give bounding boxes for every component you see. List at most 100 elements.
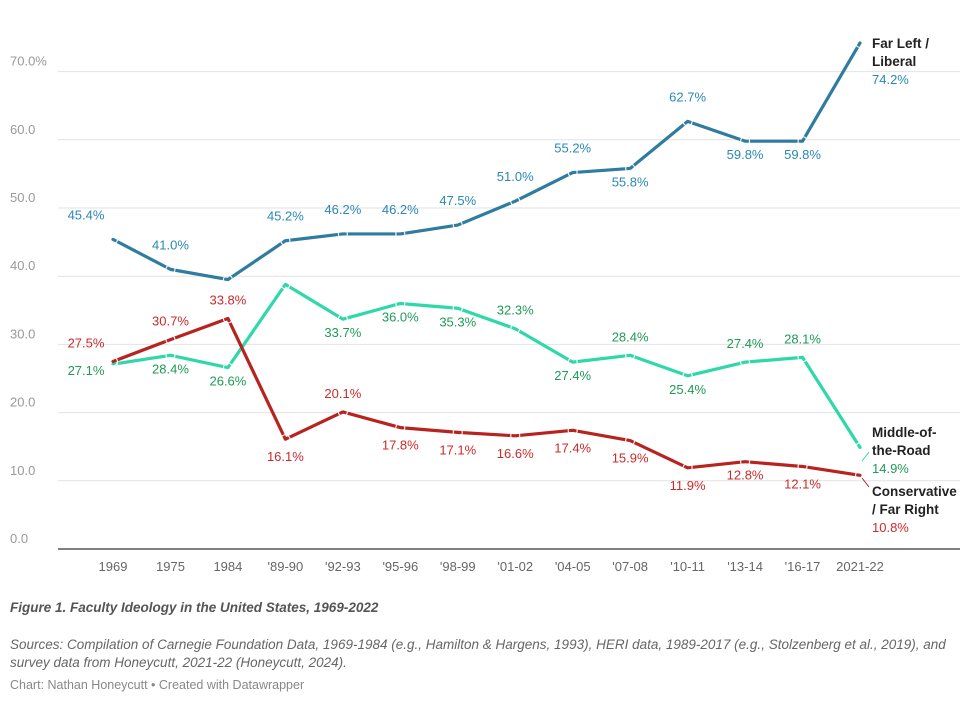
data-point (739, 136, 751, 147)
line-chart: 0.0 10.0 20.0 30.0 40.0 50.0 60.0 70.0% 1969 1975… (10, 36, 960, 574)
data-point (222, 362, 234, 373)
data-point (739, 456, 751, 467)
y-tick-label: 60.0 (10, 122, 35, 137)
data-label: 27.5% (68, 335, 105, 350)
series-end-value: 14.9% (872, 461, 909, 476)
data-point (510, 430, 521, 441)
data-point (682, 116, 693, 127)
series-name-label: / Far Right (872, 502, 939, 517)
y-tick-label: 40.0 (10, 258, 35, 273)
data-point (165, 264, 176, 275)
y-tick-label: 50.0 (10, 190, 35, 205)
series-name-label: Conservative (872, 484, 957, 499)
x-tick-label: '98-99 (440, 559, 476, 574)
label-connector (861, 477, 870, 488)
data-point (682, 462, 693, 473)
y-tick-label: 0.0 (10, 531, 28, 546)
data-label: 30.7% (152, 314, 189, 329)
data-label: 41.0% (152, 237, 189, 252)
series-name-label: Middle-of- (872, 425, 936, 440)
data-label: 33.7% (324, 325, 361, 340)
chart-title: Figure 1. Faculty Ideology in the United… (10, 600, 379, 615)
data-point (337, 406, 348, 418)
data-label: 16.6% (497, 446, 534, 461)
data-label: 17.4% (554, 440, 591, 455)
data-point (395, 298, 406, 309)
y-tick-label: 10.0 (10, 463, 35, 478)
data-point (797, 136, 808, 147)
data-label: 59.8% (784, 147, 821, 162)
data-point (452, 427, 463, 438)
x-tick-label: 1969 (99, 559, 128, 574)
data-label: 17.1% (439, 442, 476, 457)
data-point (452, 219, 463, 231)
data-point (222, 313, 234, 324)
data-point (280, 434, 291, 445)
data-label: 20.1% (324, 386, 361, 401)
x-tick-label: '07-08 (612, 559, 648, 574)
data-point (107, 356, 119, 367)
data-label: 11.9% (670, 478, 706, 493)
data-point (797, 352, 808, 363)
x-tick-label: '01-02 (497, 559, 533, 574)
x-tick-label: '16-17 (785, 559, 821, 574)
data-point (854, 470, 866, 481)
data-point (854, 442, 866, 453)
x-tick-label: '95-96 (382, 559, 418, 574)
data-label: 45.2% (267, 209, 304, 224)
series-line-far-left-liberal (111, 41, 862, 282)
series-end-value: 10.8% (872, 520, 909, 535)
data-label: 55.8% (612, 174, 649, 189)
x-tick-label: '89-90 (268, 559, 304, 574)
data-point (107, 234, 119, 245)
data-point (510, 323, 521, 334)
data-point (165, 350, 176, 361)
data-label: 27.1% (68, 363, 105, 378)
data-label: 46.2% (382, 202, 419, 217)
data-label: 47.5% (439, 193, 476, 208)
data-label: 33.8% (209, 292, 246, 307)
data-label: 35.3% (439, 314, 476, 329)
data-label: 27.4% (727, 336, 764, 351)
data-point (739, 357, 751, 368)
data-point (337, 314, 348, 325)
data-point (625, 435, 636, 446)
x-tick-label: 1984 (213, 559, 242, 574)
data-point (395, 422, 406, 433)
chart-sources: Sources: Compilation of Carnegie Foundat… (10, 637, 946, 670)
data-label: 16.1% (267, 449, 304, 464)
data-label: 12.8% (727, 468, 764, 483)
x-tick-label: '04-05 (555, 559, 591, 574)
data-label: 36.0% (382, 309, 419, 324)
data-point (797, 461, 808, 472)
data-label: 26.6% (209, 374, 246, 389)
data-point (165, 334, 176, 345)
series-line-conservative-far-right (111, 316, 862, 477)
series-line-middle-of-the-road (111, 282, 862, 449)
data-point (625, 350, 636, 361)
series-end-value: 74.2% (872, 72, 909, 87)
data-label: 27.4% (554, 368, 591, 383)
x-tick-label: 1975 (156, 559, 185, 574)
data-label: 25.4% (669, 382, 706, 397)
data-label: 62.7% (669, 89, 706, 104)
data-label: 17.8% (382, 438, 419, 453)
data-point (107, 359, 119, 370)
data-point (682, 370, 693, 381)
x-tick-label: '10-11 (670, 559, 705, 574)
data-point (854, 37, 866, 49)
data-label: 28.4% (152, 361, 189, 376)
data-label: 55.2% (554, 141, 591, 156)
chart-credit: Chart: Nathan Honeycutt • Created with D… (10, 678, 305, 692)
data-label: 12.1% (784, 476, 821, 491)
y-tick-label: 20.0 (10, 395, 35, 410)
data-point (452, 303, 463, 314)
data-label: 32.3% (497, 303, 534, 318)
data-label: 59.8% (727, 147, 764, 162)
data-label: 51.0% (497, 169, 534, 184)
data-label: 45.4% (68, 207, 105, 222)
x-tick-label: '13-14 (727, 559, 763, 574)
data-label: 28.1% (784, 331, 821, 346)
series-name-label: Far Left / (872, 36, 929, 51)
x-tick-label: '92-93 (325, 559, 361, 574)
